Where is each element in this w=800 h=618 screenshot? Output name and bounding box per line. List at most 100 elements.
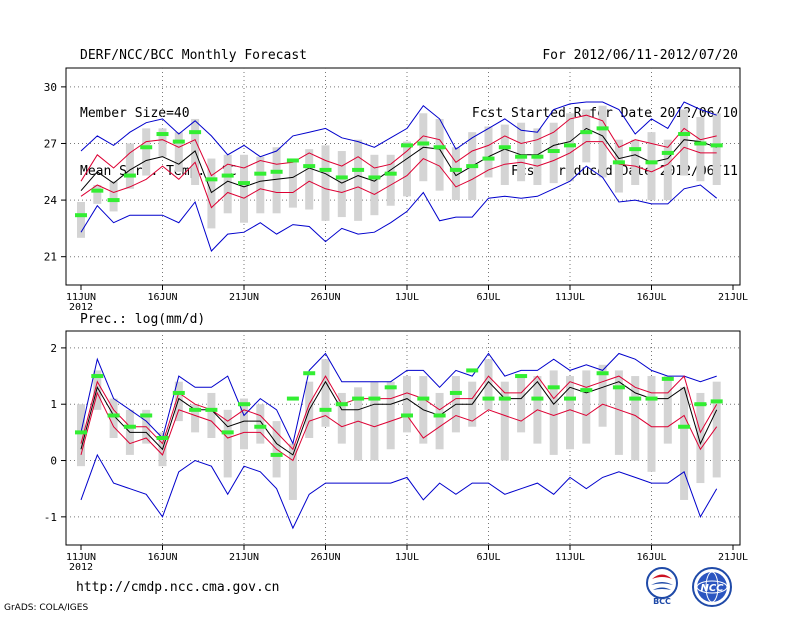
whisker-box [712,381,721,478]
chart-panel-1: 11JUN 16JUN 21JUN 26JUN 1JUL 6JUL 11JUL 16JUL 21… [44,67,748,313]
median-mark [254,171,267,176]
y-tick-label: 1 [50,398,57,411]
whisker-box [93,370,102,410]
median-mark [645,160,658,165]
median-mark [612,160,625,165]
median-mark [335,175,348,180]
x-tick-label: 16JUL [636,552,666,563]
whisker-box [403,376,411,433]
median-mark [238,181,250,186]
median-mark [596,126,609,131]
x-tick-label: 16JUN [147,292,177,303]
y-tick-label: 0 [50,455,57,468]
median-mark [286,158,299,163]
median-mark [238,402,250,407]
median-mark [401,413,413,418]
median-mark [449,167,462,172]
y-tick-label: 21 [44,251,57,264]
whisker-box [109,398,118,438]
median-mark [270,169,283,174]
median-mark [140,413,153,418]
chart-title: DERF/NCC/BCC Monthly Forecast [80,48,307,63]
plot-frame [65,330,741,546]
median-mark [433,413,446,418]
x-tick-label: 6JUL [476,552,500,563]
median-mark [629,147,642,152]
whisker-box [696,117,705,182]
whisker-box [321,359,330,427]
median-mark [564,396,576,401]
whisker-box [305,149,314,210]
whisker-box [256,156,265,214]
median-mark [91,188,104,193]
mean-plus-sd-line [80,114,717,182]
median-mark [661,150,674,155]
chart-panel-2: 11JUN 16JUN 21JUN 26JUN 1JUL 6JUL 11JUL 16JUL 21… [44,312,748,573]
whisker-box [174,381,183,422]
forecast-period: For 2012/06/11-2012/07/20 [542,48,738,63]
whisker-box [614,370,623,455]
ensemble-max-line [80,101,717,158]
footer-url[interactable]: http://cmdp.ncc.cma.gov.cn [76,580,280,595]
whisker-box [337,392,346,444]
whisker-box [517,122,526,182]
whisker-box [191,404,200,433]
whisker-box [77,404,85,467]
median-mark [498,145,511,150]
median-mark [710,399,723,404]
ensemble-mean-line [80,127,717,194]
median-mark [466,368,479,373]
median-mark [531,396,544,401]
whisker-box [109,181,118,212]
whisker-box [484,359,493,410]
median-mark [254,424,267,429]
mean-plus-sd-line [80,375,718,451]
median-mark [417,141,430,146]
median-mark [156,132,169,137]
whisker-box [631,376,640,461]
median-mark [678,424,691,429]
median-mark [172,139,185,144]
whisker-box [386,154,395,206]
median-mark [531,154,544,159]
whisker-box [386,381,395,450]
median-mark [498,396,511,401]
whisker-box [484,126,493,178]
whisker-box [517,376,526,433]
median-mark [449,390,462,395]
whisker-box [321,145,330,221]
whisker-box [223,154,232,214]
x-year-label: 2012 [69,562,93,573]
whisker-box [240,398,248,450]
x-tick-label: 6JUL [476,292,500,303]
whisker-box [647,132,656,201]
ncc-logo-icon: NCC [692,567,732,607]
median-mark [547,385,560,390]
median-mark [515,154,528,159]
whisker-box [598,364,607,427]
ensemble-min-line [80,165,718,252]
median-mark [661,376,674,381]
bcc-logo-icon: BCC [646,567,678,606]
median-mark [205,407,218,412]
whisker-box [93,184,102,204]
median-mark [189,130,202,135]
whisker-box [647,376,656,472]
median-mark [140,145,153,150]
panel-subtitle: Prec.: log(mm/d) [80,312,205,327]
median-mark [401,143,413,148]
median-mark [91,374,104,379]
whisker-box [663,376,672,444]
whisker-box [240,154,248,223]
whisker-box [582,370,591,444]
whisker-box [631,139,640,185]
whisker-box [582,109,591,163]
whisker-box [207,158,216,229]
whisker-box [663,139,672,201]
median-mark [123,173,136,178]
median-mark [580,130,593,135]
member-size: Member Size=40 [80,106,190,121]
median-mark [189,407,202,412]
x-tick-label: 21JUN [229,552,259,563]
